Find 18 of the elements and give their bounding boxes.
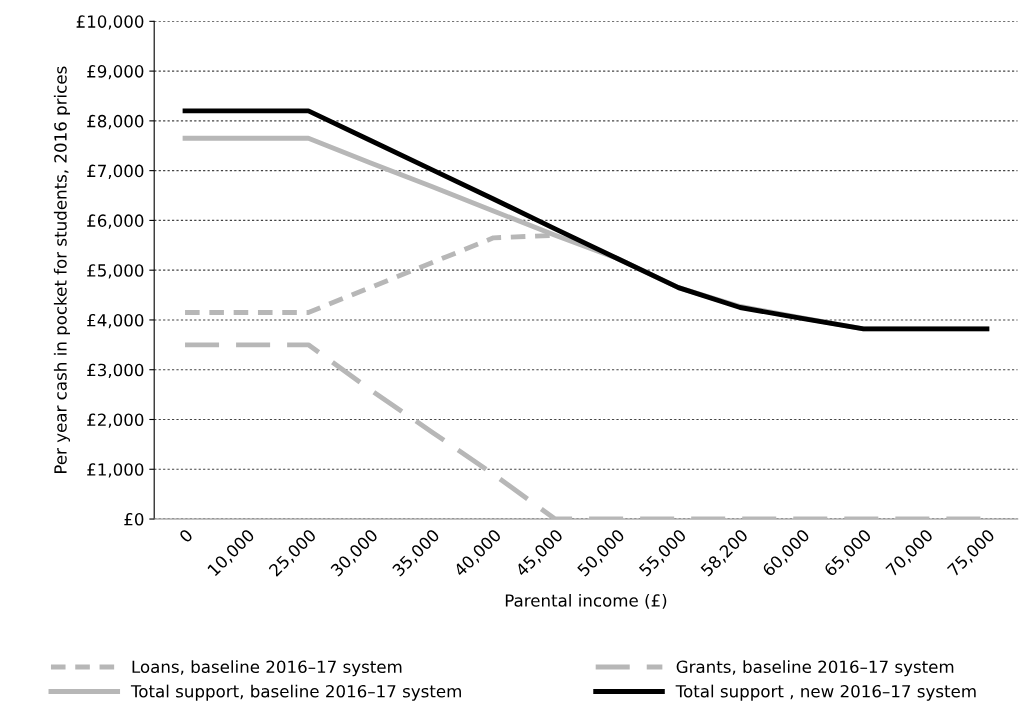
y-tick-label: £2,000 [87, 413, 144, 428]
legend-label: Total support , new 2016–17 system [675, 684, 976, 701]
y-tick-label: £5,000 [87, 264, 144, 279]
y-tick-label: £4,000 [87, 313, 144, 329]
x-axis-title: Parental income (£) [505, 593, 667, 609]
y-tick-label: £9,000 [87, 65, 144, 80]
y-axis-title: Per year cash in pocket for students, 2016 prices [53, 66, 70, 473]
y-tick-label: £0 [124, 512, 144, 526]
y-tick-label: £7,000 [87, 164, 144, 179]
legend-label: Total support, baseline 2016–17 system [130, 684, 461, 701]
legend-label: Grants, baseline 2016–17 system [676, 660, 954, 677]
y-tick-label: £8,000 [87, 114, 144, 130]
legend-label: Loans, baseline 2016–17 system [132, 660, 402, 677]
y-tick-label: £6,000 [87, 214, 144, 229]
x-tick-label: 0 [178, 528, 194, 544]
y-tick-label: £10,000 [76, 15, 144, 30]
y-tick-label: £1,000 [87, 463, 144, 478]
y-tick-label: £3,000 [87, 363, 144, 378]
